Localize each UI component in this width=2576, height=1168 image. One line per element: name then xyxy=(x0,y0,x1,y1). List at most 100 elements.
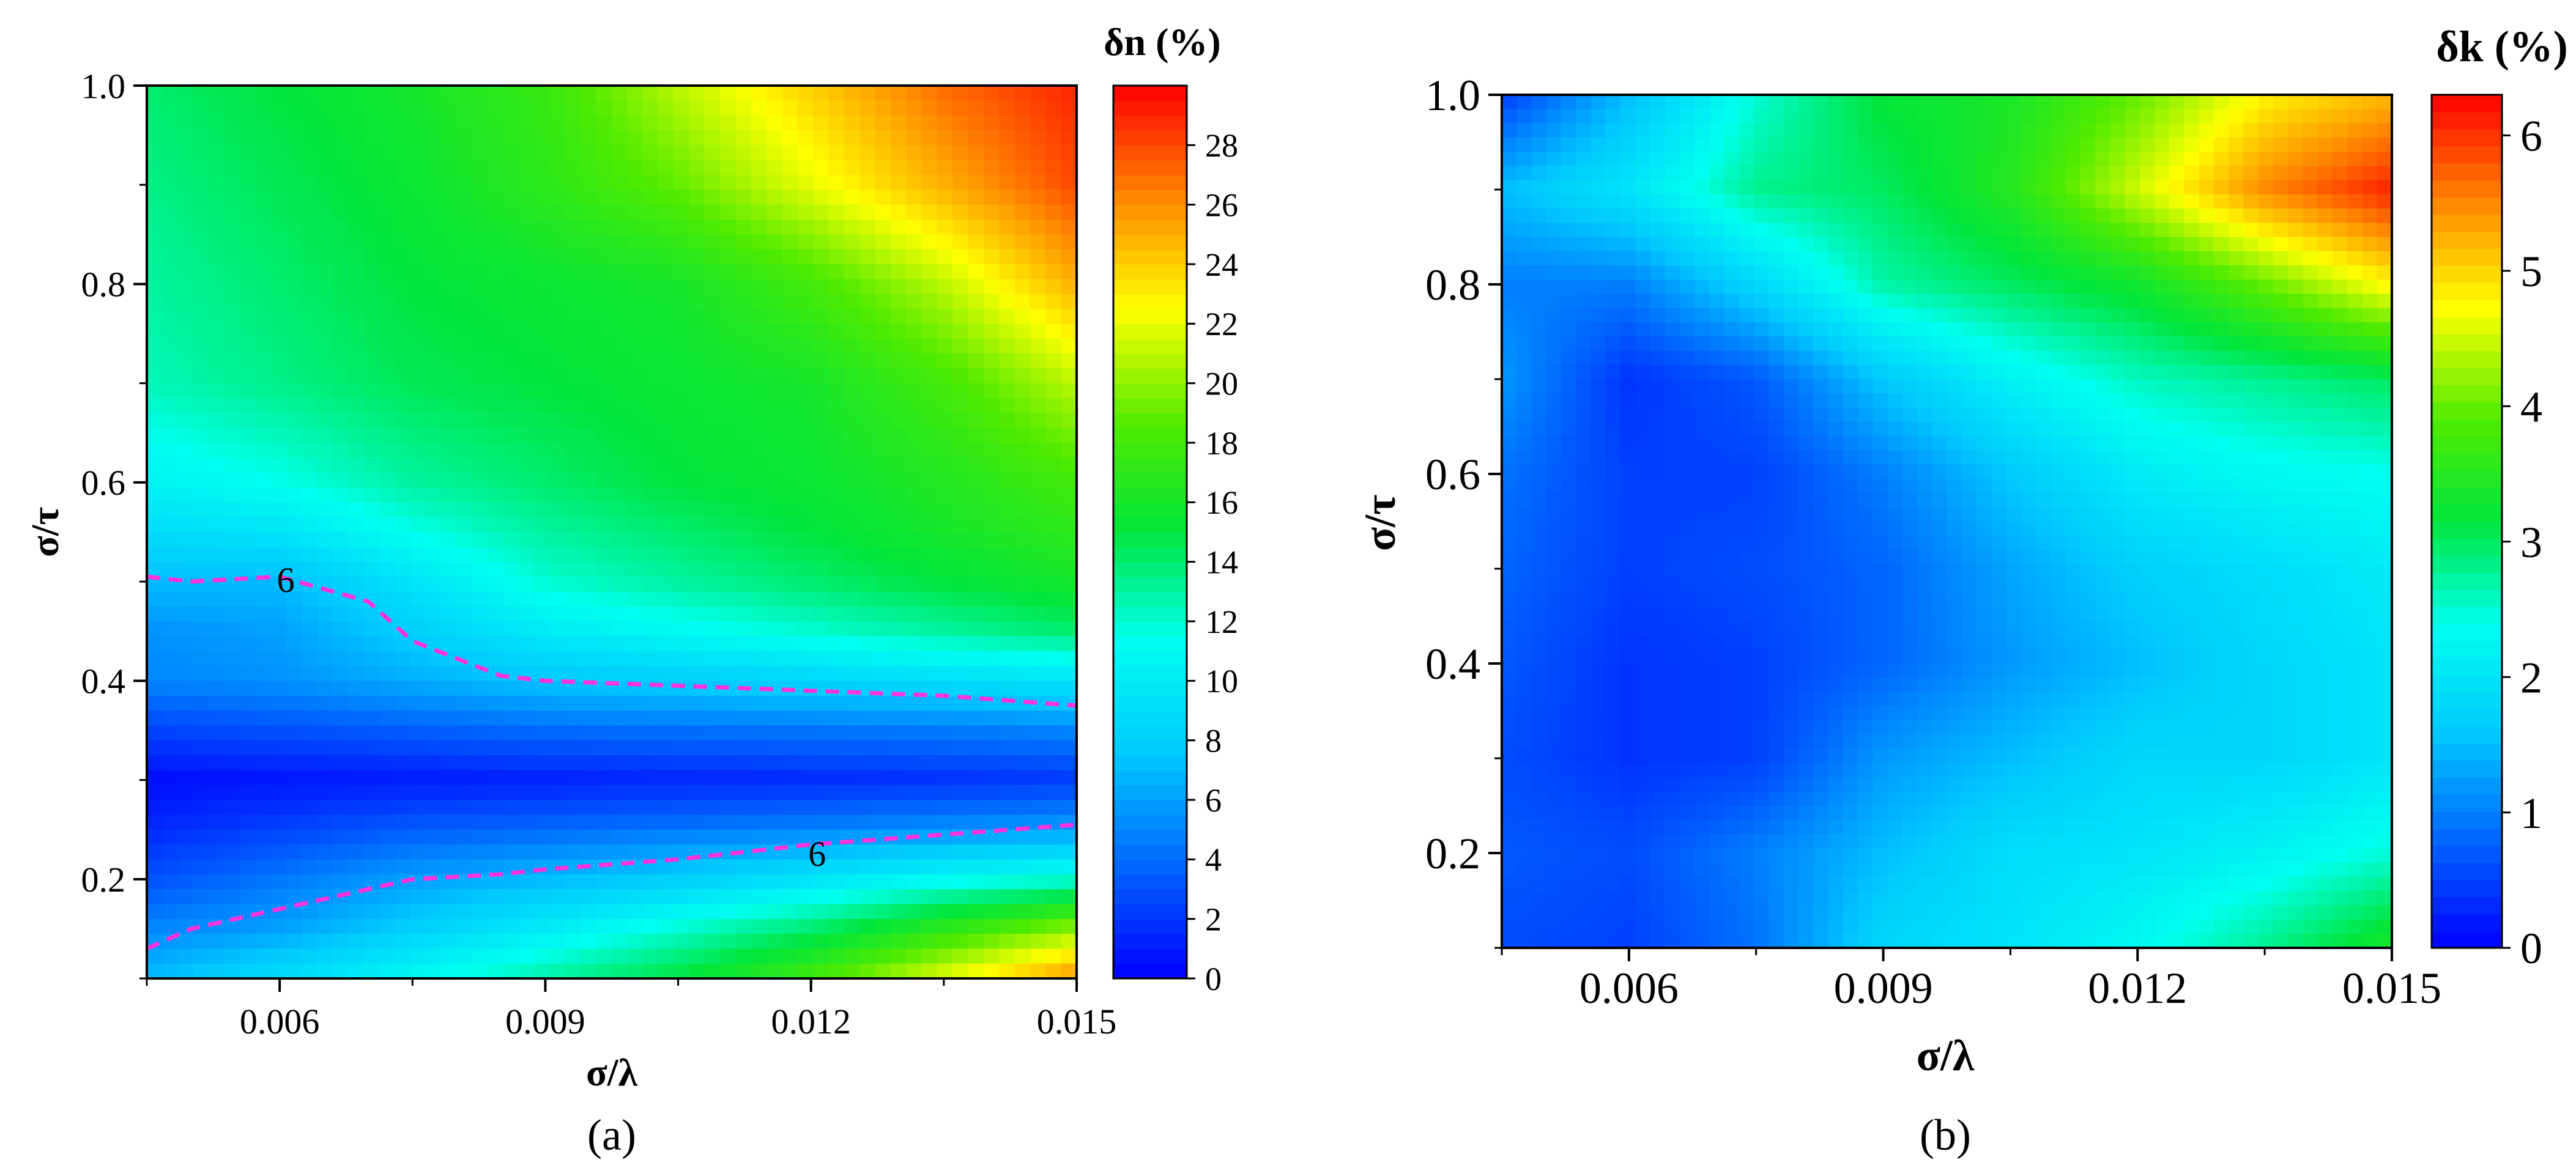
heatmap-cell xyxy=(674,175,690,191)
heatmap-cell xyxy=(1961,265,1977,281)
heatmap-cell xyxy=(240,472,256,488)
heatmap-cell xyxy=(426,175,442,191)
heatmap-cell xyxy=(426,487,442,503)
heatmap-cell xyxy=(565,695,582,711)
heatmap-cell xyxy=(240,934,256,950)
heatmap-cell xyxy=(193,368,210,384)
heatmap-cell xyxy=(270,948,287,964)
heatmap-cell xyxy=(612,204,628,220)
heatmap-cell xyxy=(1030,606,1047,622)
heatmap-cell xyxy=(1635,336,1651,352)
heatmap-cell xyxy=(705,725,721,741)
heatmap-cell xyxy=(828,547,845,563)
heatmap-cell xyxy=(333,636,349,652)
heatmap-cell xyxy=(921,353,938,369)
heatmap-cell xyxy=(612,845,628,860)
heatmap-cell xyxy=(859,666,876,682)
heatmap-cell xyxy=(2051,180,2066,195)
heatmap-cell xyxy=(2080,152,2096,167)
heatmap-cell xyxy=(209,934,225,950)
heatmap-cell xyxy=(1516,265,1532,281)
heatmap-cell xyxy=(1061,636,1077,652)
heatmap-cell xyxy=(658,204,675,220)
heatmap-cell xyxy=(270,874,287,890)
heatmap-cell xyxy=(674,651,690,667)
heatmap-cell xyxy=(1813,308,1829,323)
heatmap-cell xyxy=(720,636,737,652)
heatmap-cell xyxy=(456,889,473,905)
heatmap-cell xyxy=(302,115,318,131)
heatmap-cell xyxy=(984,338,1000,354)
heatmap-cell xyxy=(162,681,179,697)
heatmap-cell xyxy=(1769,364,1784,380)
heatmap-cell xyxy=(177,368,194,384)
heatmap-cell xyxy=(735,234,752,250)
heatmap-cell xyxy=(426,413,442,429)
heatmap-cell xyxy=(1977,123,1992,138)
heatmap-cell xyxy=(488,770,504,786)
heatmap-cell xyxy=(2155,223,2170,238)
heatmap-cell xyxy=(410,829,426,845)
heatmap-cell xyxy=(906,963,922,979)
heatmap-cell xyxy=(2258,109,2274,124)
heatmap-cell xyxy=(379,264,396,280)
heatmap-cell xyxy=(302,755,318,771)
heatmap-cell xyxy=(286,517,303,533)
heatmap-cell xyxy=(2021,279,2036,295)
heatmap-cell xyxy=(1724,322,1740,338)
heatmap-cell xyxy=(162,770,179,786)
heatmap-cell xyxy=(565,532,582,548)
heatmap-cell xyxy=(2006,251,2022,266)
heatmap-cell xyxy=(984,204,1000,220)
heatmap-cell xyxy=(906,487,922,503)
heatmap-cell xyxy=(937,577,954,593)
heatmap-cell xyxy=(317,829,333,845)
heatmap-cell xyxy=(921,279,938,295)
heatmap-cell xyxy=(441,859,458,875)
heatmap-cell xyxy=(333,695,349,711)
heatmap-cell xyxy=(1902,350,1918,366)
heatmap-cell xyxy=(549,829,566,845)
heatmap-cell xyxy=(891,175,907,191)
heatmap-cell xyxy=(2095,194,2111,209)
colorbar-step xyxy=(1113,323,1187,339)
heatmap-cell xyxy=(766,904,783,920)
heatmap-cell xyxy=(612,577,628,593)
heatmap-cell xyxy=(705,517,721,533)
heatmap-cell xyxy=(456,636,473,652)
heatmap-cell xyxy=(1531,336,1547,352)
heatmap-cell xyxy=(627,591,644,607)
heatmap-cell xyxy=(2347,123,2363,138)
heatmap-cell xyxy=(1887,223,1903,238)
heatmap-cell xyxy=(596,561,612,577)
heatmap-cell xyxy=(705,651,721,667)
heatmap-cell xyxy=(317,413,333,429)
heatmap-cell xyxy=(224,948,240,964)
heatmap-cell xyxy=(984,249,1000,265)
heatmap-cell xyxy=(1561,251,1577,266)
heatmap-cell xyxy=(302,472,318,488)
heatmap-cell xyxy=(782,725,798,741)
heatmap-cell xyxy=(317,636,333,652)
heatmap-cell xyxy=(2095,95,2111,110)
heatmap-cell xyxy=(410,234,426,250)
heatmap-cell xyxy=(798,398,814,414)
heatmap-cell xyxy=(921,323,938,339)
heatmap-cell xyxy=(751,264,768,280)
heatmap-cell xyxy=(1061,443,1077,459)
heatmap-cell xyxy=(751,368,768,384)
heatmap-cell xyxy=(1873,109,1888,124)
heatmap-cell xyxy=(224,145,240,161)
heatmap-cell xyxy=(379,472,396,488)
colorbar-step xyxy=(1113,204,1187,220)
heatmap-cell xyxy=(2303,265,2318,281)
heatmap-cell xyxy=(224,815,240,830)
heatmap-cell xyxy=(937,190,954,205)
heatmap-cell xyxy=(968,160,984,176)
heatmap-cell xyxy=(1045,934,1062,950)
heatmap-cell xyxy=(828,353,845,369)
heatmap-cell xyxy=(844,532,861,548)
heatmap-cell xyxy=(2139,279,2155,295)
heatmap-cell xyxy=(689,160,705,176)
heatmap-cell xyxy=(2317,209,2333,224)
